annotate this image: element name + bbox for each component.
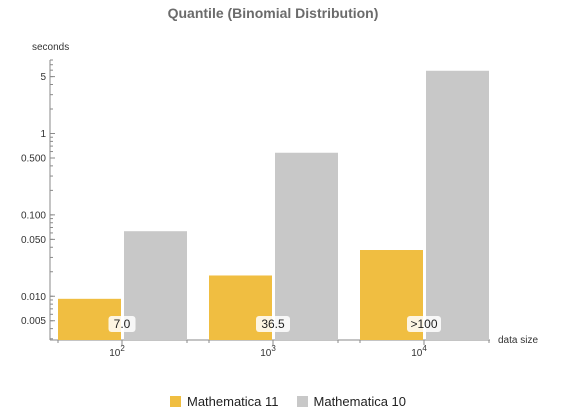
- y-tick-label: 5: [40, 72, 46, 83]
- legend-swatch-mathematica-11: [169, 396, 181, 407]
- speedup-badge: [256, 316, 290, 332]
- chart: Quantile (Binomial Distribution) seconds…: [21, 5, 538, 359]
- chart-title: Quantile (Binomial Distribution): [168, 5, 379, 21]
- legend-label-mathematica-11: Mathematica 11: [186, 394, 279, 409]
- legend-item-mathematica-11: Mathematica 11: [169, 394, 279, 409]
- y-tick-label: 0.050: [21, 235, 46, 246]
- legend-swatch-mathematica-10: [296, 396, 308, 407]
- y-ticks: 0.005 0.010 0.050 0.100 0.500 1 5: [21, 59, 55, 340]
- x-tick-label: 104: [411, 344, 427, 359]
- legend-label-mathematica-10: Mathematica 10: [313, 394, 407, 409]
- y-tick-label: 0.500: [21, 153, 46, 164]
- bar-mathematica-10: [426, 70, 489, 341]
- x-tick-label: 103: [260, 344, 276, 359]
- x-ticks: 102 103 104: [57, 340, 490, 359]
- speedup-badge: [108, 316, 136, 332]
- legend: Mathematica 11 Mathematica 10: [0, 394, 576, 409]
- legend-item-mathematica-10: Mathematica 10: [296, 394, 407, 409]
- speedup-label: >100: [410, 317, 437, 331]
- y-axis-label: seconds: [32, 42, 69, 53]
- bars: [58, 70, 489, 341]
- y-tick-label: 0.005: [21, 316, 46, 327]
- speedup-annotations: 7.0 36.5 >100: [108, 316, 441, 332]
- speedup-badge: [407, 316, 441, 332]
- y-tick-label: 1: [40, 129, 46, 140]
- y-tick-label: 0.100: [21, 210, 46, 221]
- speedup-label: 7.0: [114, 317, 131, 331]
- x-axis-label: data size: [498, 335, 538, 346]
- speedup-label: 36.5: [261, 317, 285, 331]
- x-tick-label: 102: [109, 344, 125, 359]
- y-tick-label: 0.010: [21, 292, 46, 303]
- bar-mathematica-10: [275, 152, 338, 340]
